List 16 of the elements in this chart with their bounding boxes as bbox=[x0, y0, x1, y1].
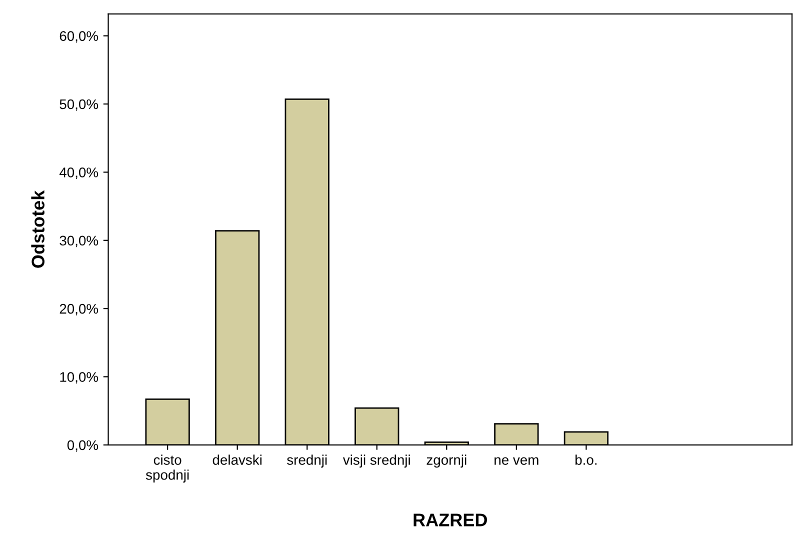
x-tick-label: srednji bbox=[287, 454, 327, 468]
y-axis-title: Odstotek bbox=[31, 190, 44, 268]
y-tick-label: 20,0% bbox=[60, 304, 98, 316]
x-tick-label: delavski bbox=[212, 454, 262, 465]
y-tick-label: 40,0% bbox=[59, 168, 98, 179]
x-tick-label: ne vem bbox=[494, 457, 538, 465]
y-tick-label: 0,0% bbox=[67, 440, 98, 452]
x-axis-title: RAZRED bbox=[414, 514, 487, 526]
y-tick-label: 10,0% bbox=[60, 372, 98, 384]
y-tick-label: 50,0% bbox=[60, 99, 98, 111]
y-tick-label: 60,0% bbox=[60, 31, 98, 43]
x-tick-label: b.o. bbox=[576, 454, 597, 465]
x-tick-label: visji srednji bbox=[342, 454, 410, 468]
x-tick-label: cisto spodnji bbox=[146, 454, 189, 483]
y-tick-label: 30,0% bbox=[60, 236, 98, 248]
x-tick-label: zgornji bbox=[426, 454, 466, 468]
